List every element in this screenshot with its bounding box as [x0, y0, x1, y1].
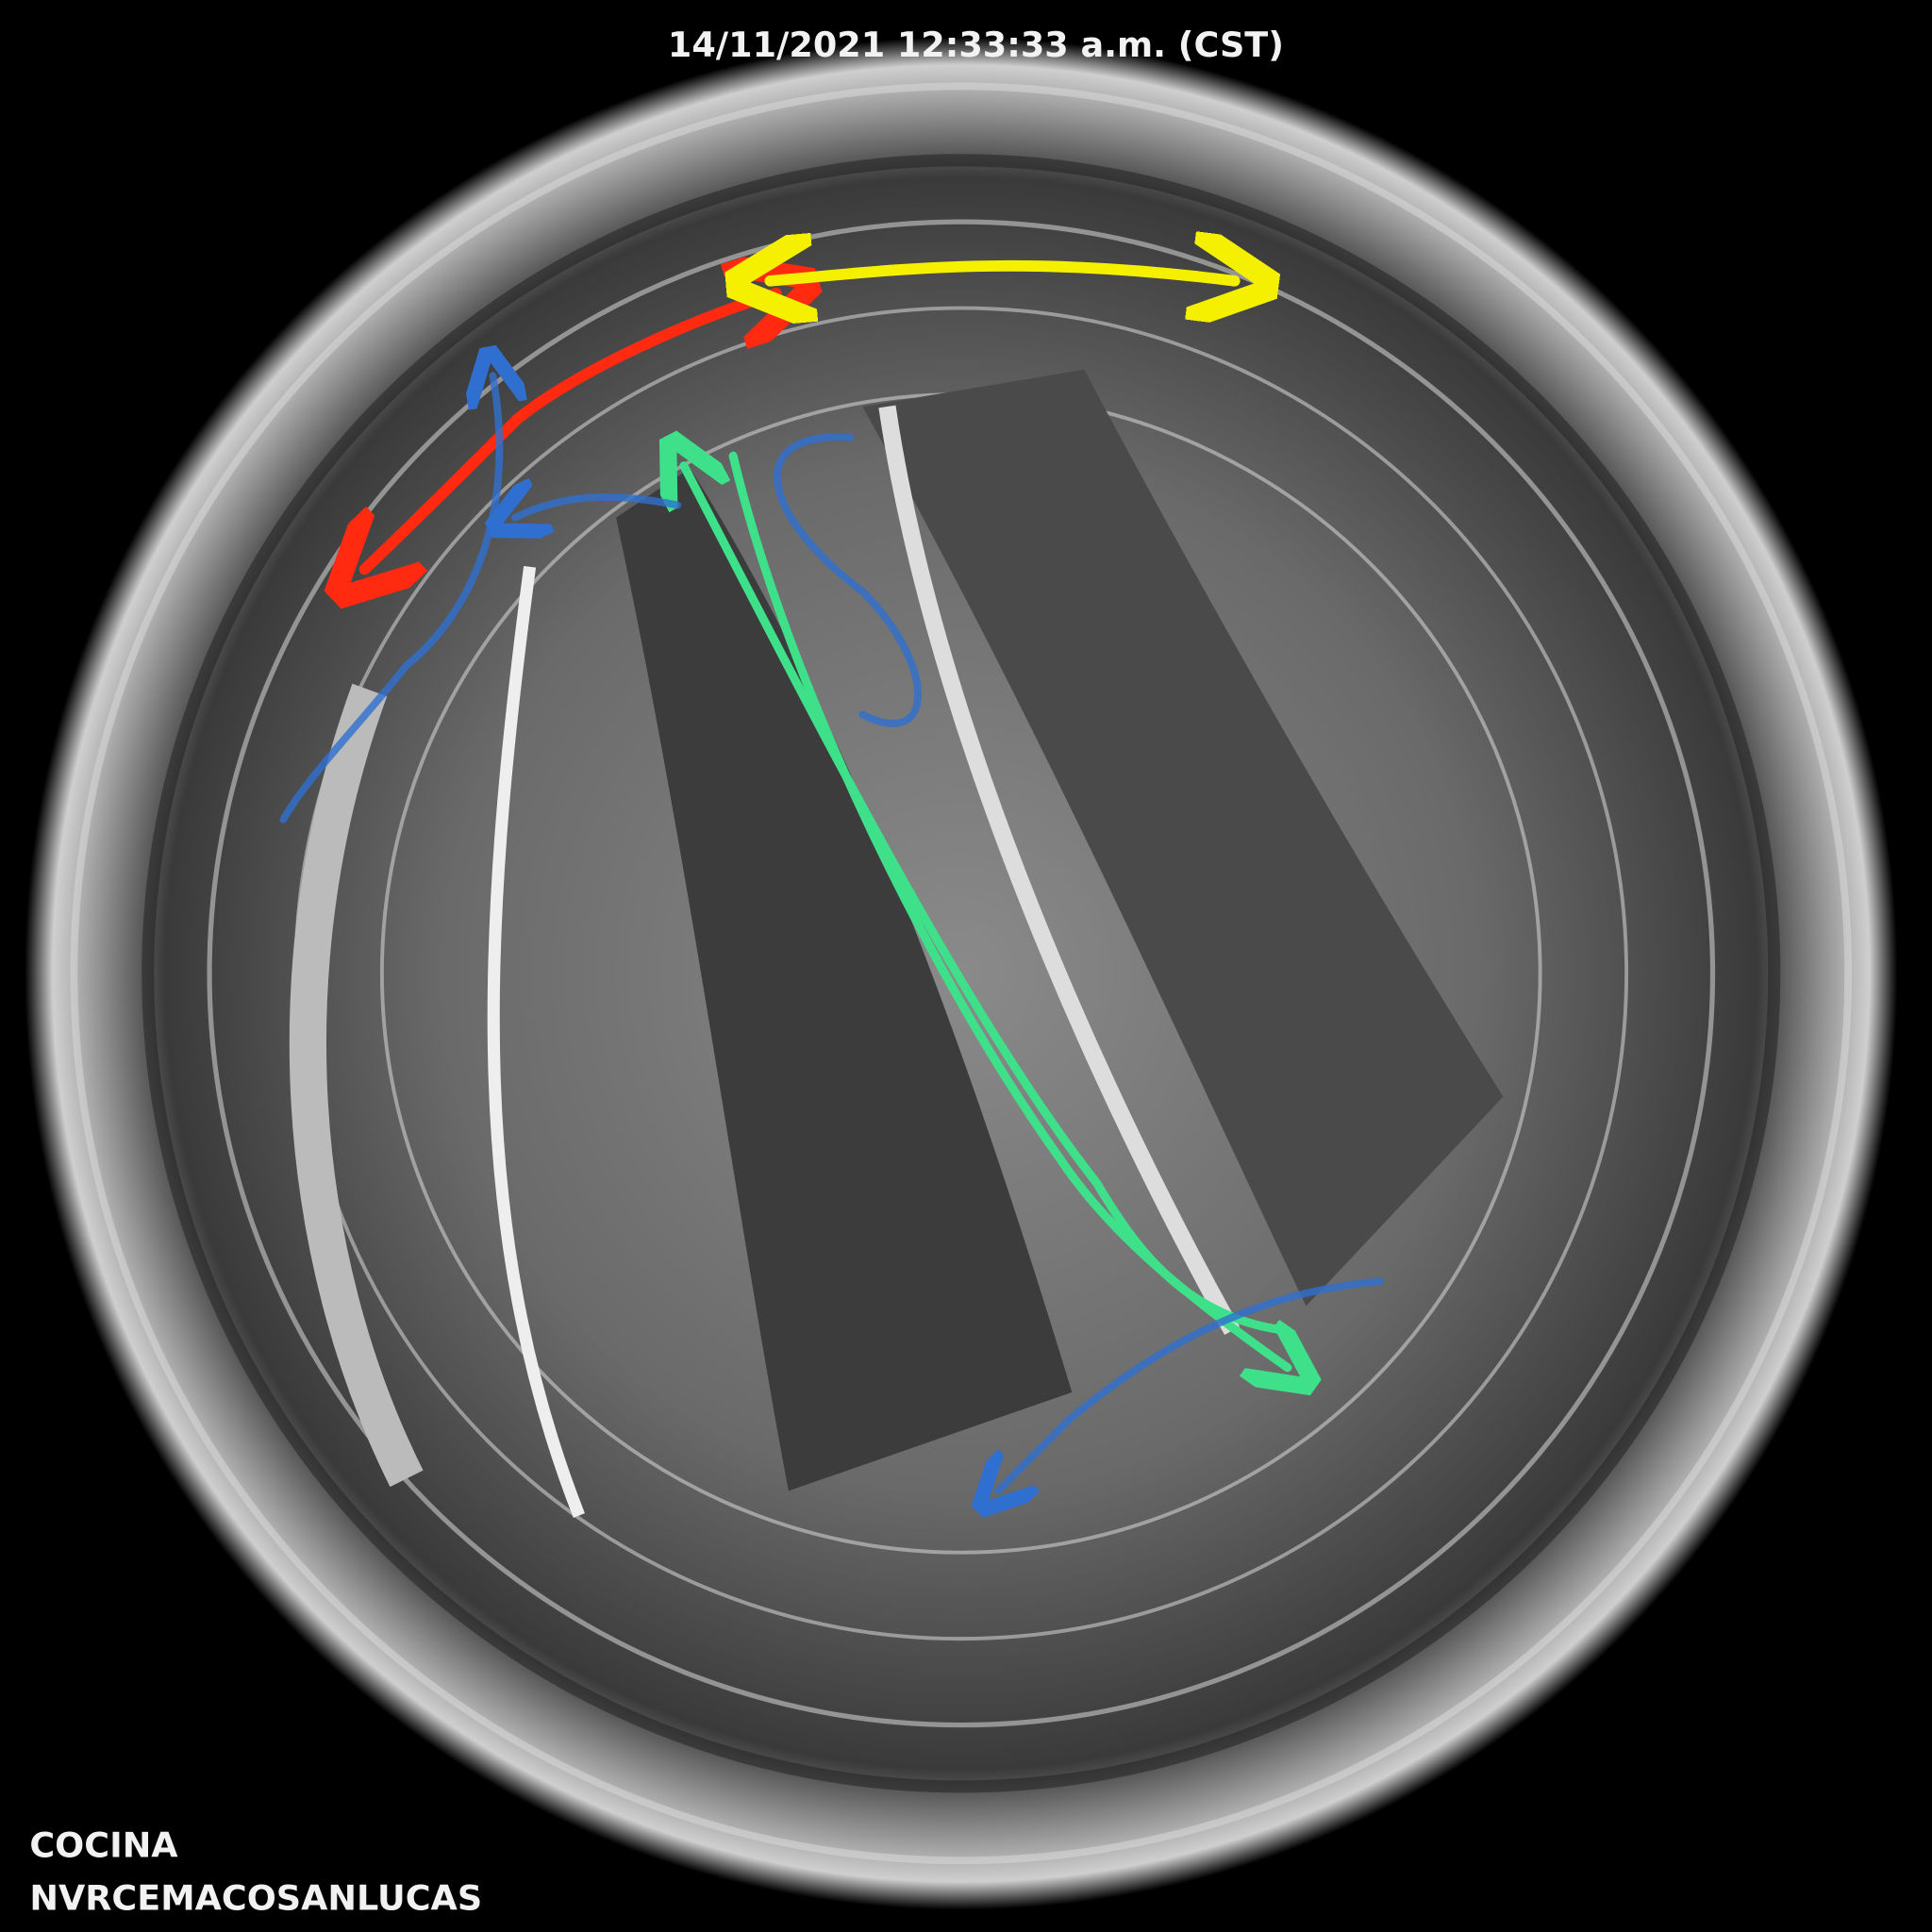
path-arrows	[279, 266, 1384, 1491]
aisles	[289, 369, 1504, 1518]
timestamp: 14/11/2021 12:33:33 a.m. (CST)	[668, 25, 1284, 65]
shelf-rings	[70, 82, 1853, 1865]
area-label: COCINA	[29, 1824, 178, 1865]
recorder-label: NVRCEMACOSANLUCAS	[29, 1877, 482, 1918]
